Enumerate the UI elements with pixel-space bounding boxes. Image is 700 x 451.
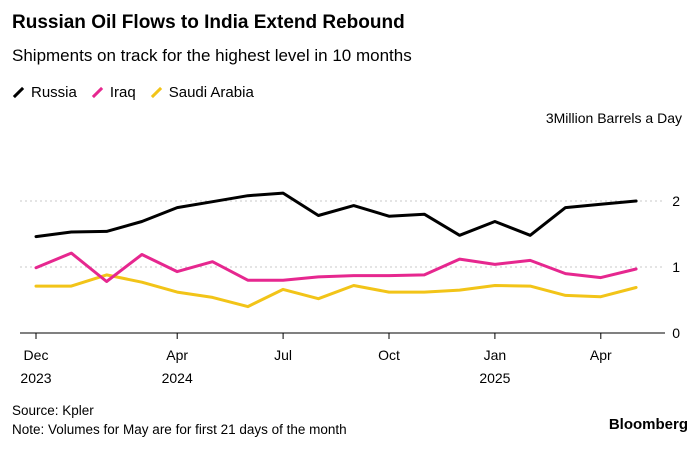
legend-label-russia: Russia xyxy=(31,84,77,101)
series-layer xyxy=(34,191,638,309)
legend-label-saudi-arabia: Saudi Arabia xyxy=(168,84,254,101)
y-tick-label-3: 3 xyxy=(546,110,554,126)
footnote: Note: Volumes for May are for first 21 d… xyxy=(12,422,347,437)
x-tick-year-label: 2025 xyxy=(479,370,510,386)
x-tick-label: Oct xyxy=(378,347,400,363)
legend: Russia Iraq Saudi Arabia xyxy=(12,84,254,101)
legend-swatch-saudi-arabia xyxy=(150,86,162,99)
legend-item-russia: Russia xyxy=(12,84,77,101)
legend-label-iraq: Iraq xyxy=(109,84,136,101)
legend-item-saudi-arabia: Saudi Arabia xyxy=(150,84,254,101)
legend-swatch-russia xyxy=(12,86,25,99)
x-tick-label: Apr xyxy=(166,347,188,363)
legend-swatch-iraq xyxy=(91,86,104,99)
series-line-russia xyxy=(34,191,638,239)
legend-item-iraq: Iraq xyxy=(91,84,136,101)
x-tick-label: Dec xyxy=(24,347,49,363)
x-tick-label: Apr xyxy=(590,347,612,363)
x-axis xyxy=(20,332,665,339)
source-note: Source: Kpler xyxy=(12,403,94,418)
y-axis-title: Million Barrels a Day xyxy=(554,110,682,126)
y-axis-unit-label: 3Million Barrels a Day xyxy=(546,110,682,126)
y-tick-label-0: 0 xyxy=(672,325,680,341)
y-tick-label-1: 1 xyxy=(672,259,680,275)
grid-lines xyxy=(20,200,665,268)
chart-title: Russian Oil Flows to India Extend Reboun… xyxy=(12,12,405,33)
axis-labels: 0 1 2 3Million Barrels a Day Dec 2023 Apr 2024 J… xyxy=(20,110,682,386)
y-tick-label-2: 2 xyxy=(672,193,680,209)
chart-subtitle: Shipments on track for the highest level… xyxy=(12,46,412,65)
series-line-saudi-arabia xyxy=(34,273,638,309)
x-tick-label: Jul xyxy=(274,347,292,363)
series-line-iraq xyxy=(34,251,638,283)
bloomberg-logo: Bloomberg xyxy=(608,416,688,433)
x-tick-label: Jan xyxy=(484,347,507,363)
x-tick-year-label: 2024 xyxy=(162,370,193,386)
x-tick-year-label: 2023 xyxy=(20,370,51,386)
